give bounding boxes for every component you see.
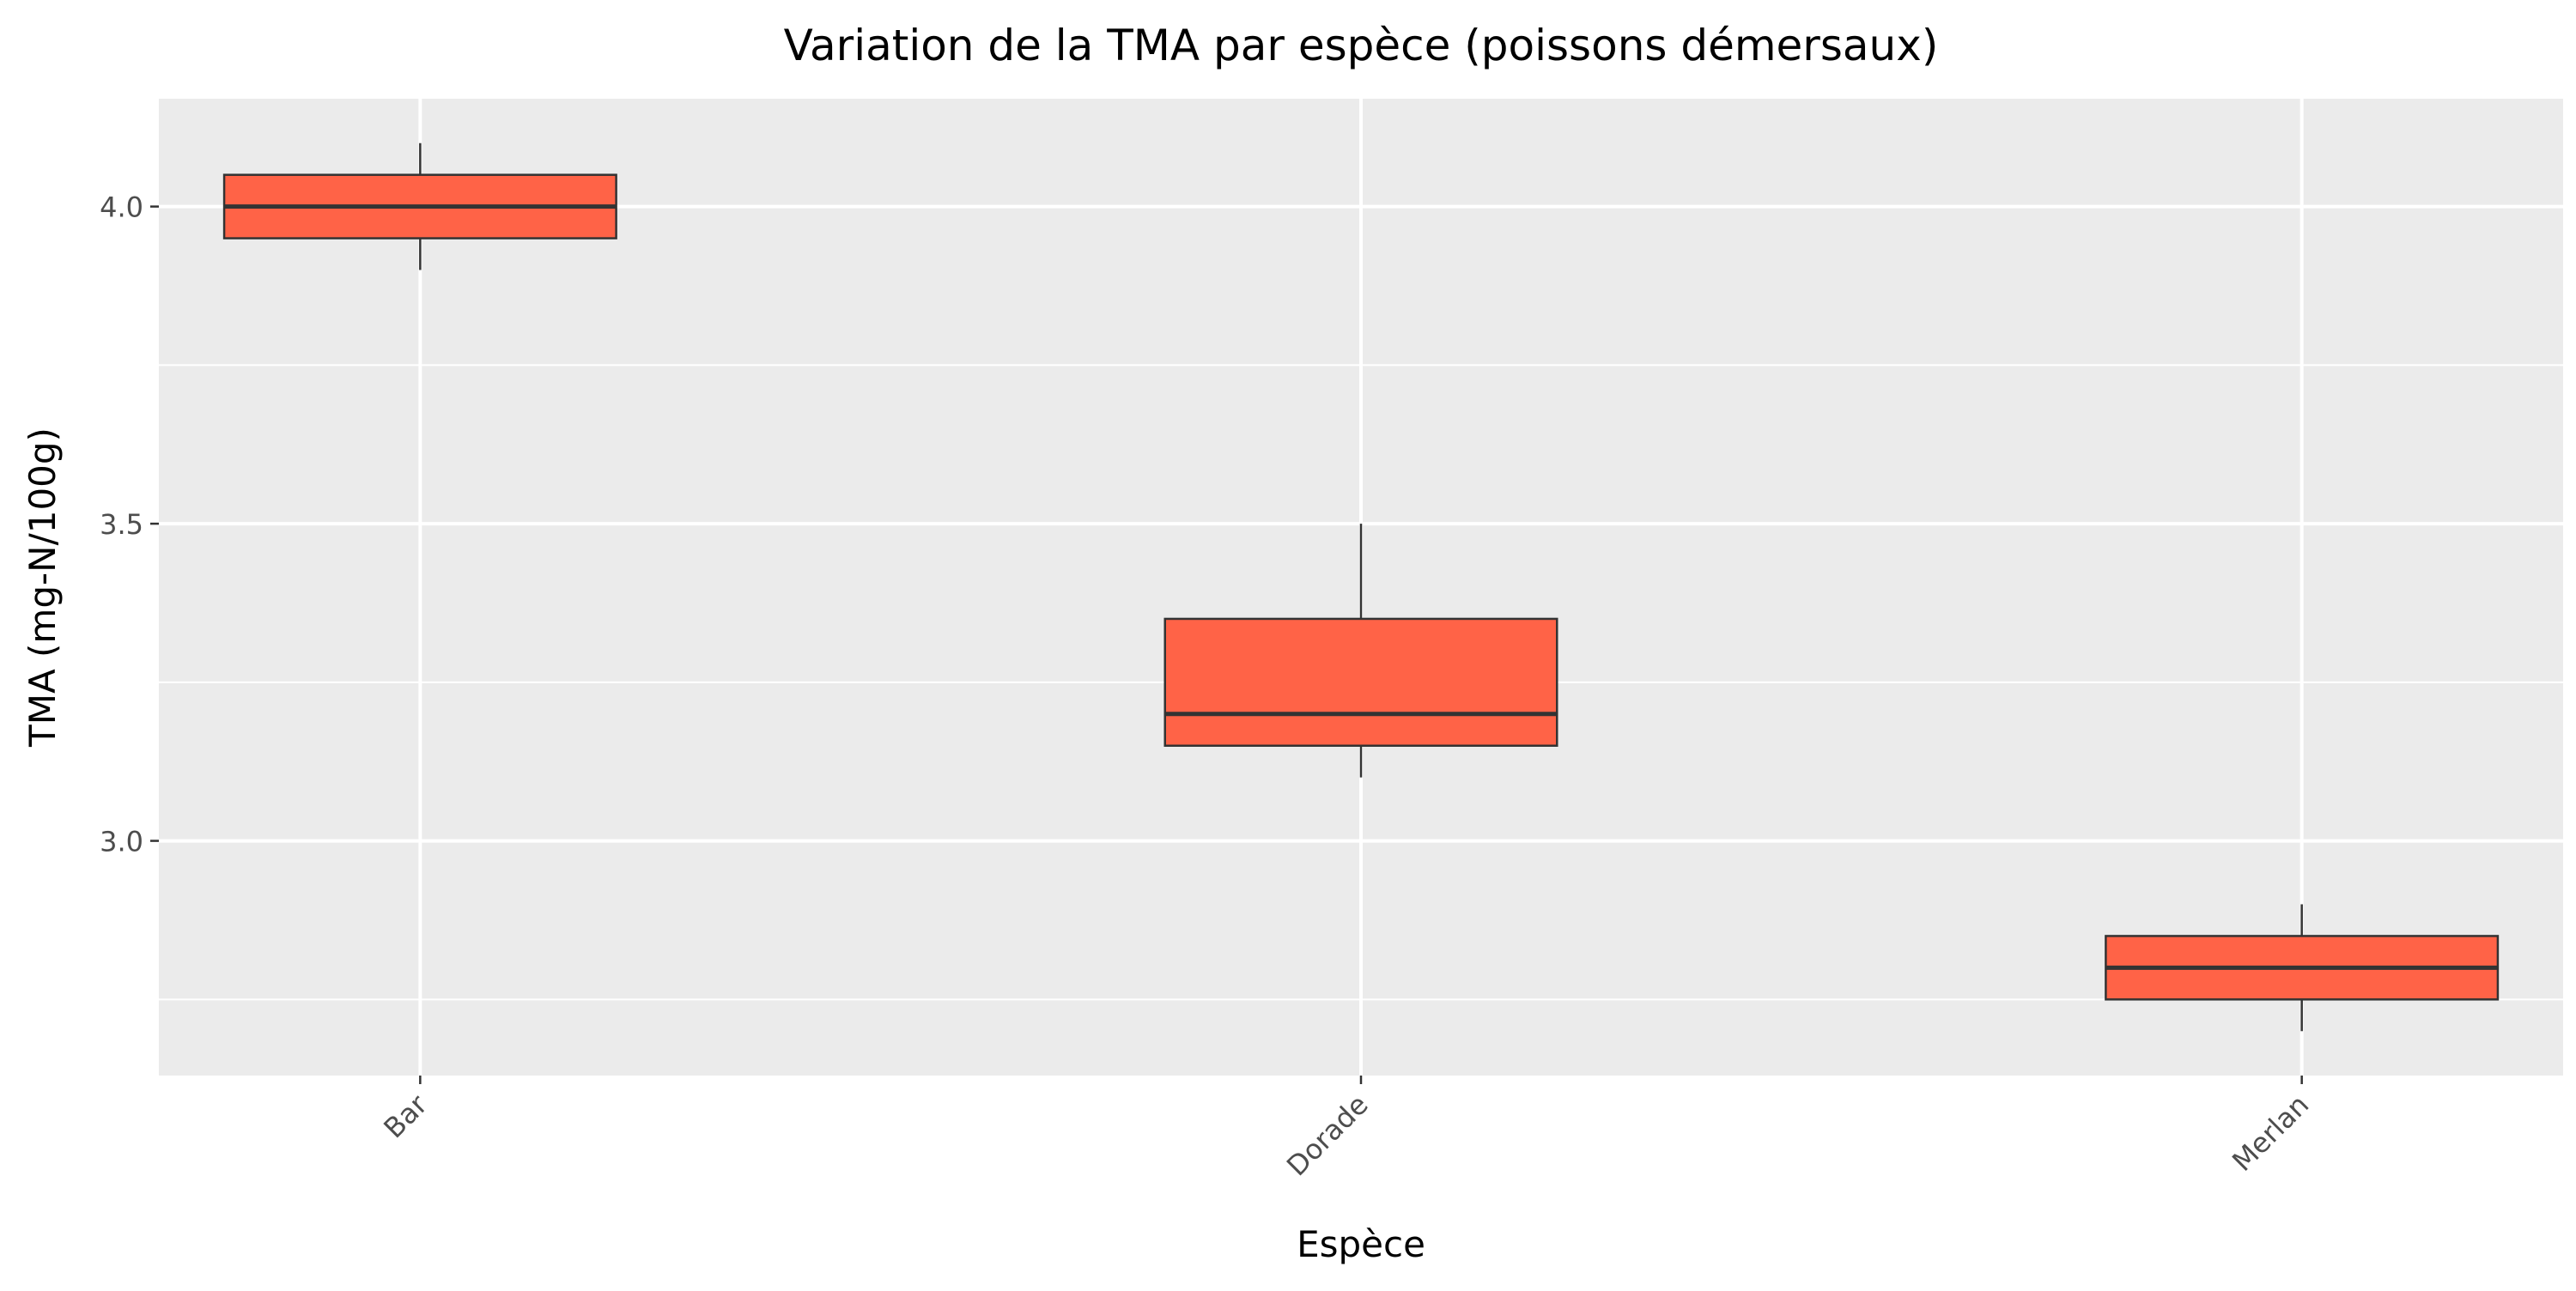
x-tick-label: Bar	[377, 1088, 434, 1144]
box-bar	[222, 142, 617, 270]
chart-title: Variation de la TMA par espèce (poissons…	[784, 21, 1939, 70]
y-tick-label: 3.5	[100, 508, 143, 541]
x-tick-label: Merlan	[2226, 1088, 2315, 1178]
x-axis-title: Espèce	[1297, 1223, 1425, 1265]
y-tick-label: 4.0	[100, 191, 143, 224]
x-tick-label: Dorade	[1280, 1088, 1375, 1183]
box-layer	[222, 142, 2500, 1032]
y-tick-label: 3.0	[100, 826, 143, 858]
iqr-box	[1163, 617, 1558, 747]
box-merlan	[2105, 904, 2500, 1032]
box-dorade	[1163, 524, 1558, 778]
y-axis-title: TMA (mg-N/100g)	[21, 427, 64, 748]
